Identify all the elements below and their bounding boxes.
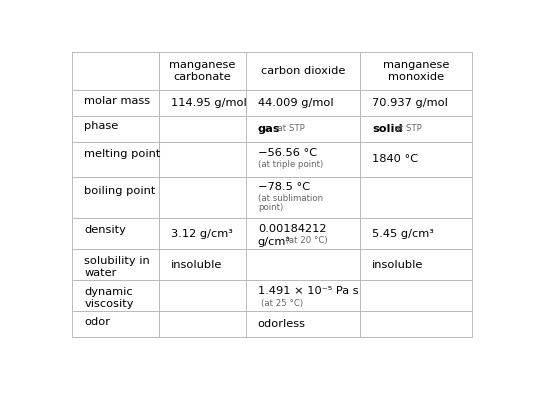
Text: point): point) [258, 203, 283, 212]
Text: carbon dioxide: carbon dioxide [261, 66, 345, 76]
Text: (at sublimation: (at sublimation [258, 194, 323, 203]
Bar [73, 116, 159, 142]
Bar [360, 249, 472, 280]
Text: at STP: at STP [389, 124, 422, 133]
Bar [73, 249, 159, 280]
Text: 1.491 × 10⁻⁵ Pa s: 1.491 × 10⁻⁵ Pa s [258, 286, 358, 296]
Bar [246, 218, 360, 249]
Bar [360, 142, 472, 177]
Text: 1840 °C: 1840 °C [372, 154, 418, 164]
Bar [360, 90, 472, 116]
Bar [159, 90, 246, 116]
Bar [73, 177, 159, 218]
Text: g/cm³: g/cm³ [258, 237, 291, 247]
Bar [73, 218, 159, 249]
Bar [159, 218, 246, 249]
Bar [159, 280, 246, 312]
Bar [360, 312, 472, 337]
Bar [159, 177, 246, 218]
Text: solubility in
water: solubility in water [84, 256, 150, 278]
Text: 3.12 g/cm³: 3.12 g/cm³ [171, 229, 233, 239]
Text: insoluble: insoluble [372, 260, 424, 270]
Bar [360, 116, 472, 142]
Text: phase: phase [84, 122, 118, 132]
Text: manganese
carbonate: manganese carbonate [169, 60, 236, 82]
Text: odor: odor [84, 317, 110, 327]
Text: insoluble: insoluble [171, 260, 222, 270]
Bar [246, 280, 360, 312]
Text: gas: gas [258, 124, 281, 134]
Bar [73, 90, 159, 116]
Text: −56.56 °C: −56.56 °C [258, 148, 317, 158]
Bar [73, 280, 159, 312]
Text: dynamic
viscosity: dynamic viscosity [84, 287, 134, 309]
Text: manganese
monoxide: manganese monoxide [383, 60, 449, 82]
Bar [360, 177, 472, 218]
Text: density: density [84, 225, 126, 235]
Text: −78.5 °C: −78.5 °C [258, 182, 310, 192]
Bar [246, 53, 360, 90]
Bar [73, 312, 159, 337]
Text: molar mass: molar mass [84, 95, 151, 106]
Bar [246, 177, 360, 218]
Text: 70.937 g/mol: 70.937 g/mol [372, 98, 448, 108]
Bar [360, 280, 472, 312]
Bar [246, 116, 360, 142]
Text: 5.45 g/cm³: 5.45 g/cm³ [372, 229, 434, 239]
Bar [159, 116, 246, 142]
Bar [246, 142, 360, 177]
Text: boiling point: boiling point [84, 186, 156, 196]
Text: 114.95 g/mol: 114.95 g/mol [171, 98, 247, 108]
Text: odorless: odorless [258, 319, 306, 329]
Text: solid: solid [372, 124, 403, 134]
Bar [246, 312, 360, 337]
Bar [159, 53, 246, 90]
Bar [159, 249, 246, 280]
Bar [360, 53, 472, 90]
Text: 44.009 g/mol: 44.009 g/mol [258, 98, 334, 108]
Bar [159, 312, 246, 337]
Text: (at triple point): (at triple point) [258, 160, 323, 169]
Text: (at 25 °C): (at 25 °C) [261, 298, 304, 307]
Bar [73, 142, 159, 177]
Bar [73, 53, 159, 90]
Bar [246, 249, 360, 280]
Bar [246, 90, 360, 116]
Text: at STP: at STP [272, 124, 305, 133]
Text: 0.00184212: 0.00184212 [258, 224, 327, 234]
Text: melting point: melting point [84, 149, 161, 159]
Bar [360, 218, 472, 249]
Text: (at 20 °C): (at 20 °C) [280, 236, 328, 245]
Bar [159, 142, 246, 177]
